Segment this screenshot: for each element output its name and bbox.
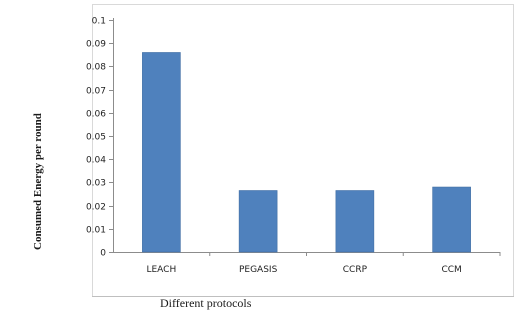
y-axis-label: Consumed Energy per round	[32, 113, 44, 250]
y-tick-label: 0.08	[86, 63, 106, 73]
x-tick-label: CCRP	[343, 265, 368, 275]
y-tick-label: 0.05	[86, 133, 106, 143]
bar-leach	[142, 52, 181, 253]
x-tick-label: PEGASIS	[239, 265, 278, 275]
bars	[142, 52, 471, 253]
bar-ccrp	[335, 190, 375, 253]
y-tick-label: 0.09	[86, 40, 106, 50]
y-tick-label: 0.07	[86, 87, 106, 97]
x-axis-label: Different protocols	[160, 296, 252, 310]
plot-outer-frame	[92, 4, 514, 297]
y-tick-label: 0.04	[86, 156, 106, 166]
y-tick-label: 0.03	[86, 179, 106, 189]
x-tick-label: CCM	[441, 265, 461, 275]
y-tick-label: 0.02	[86, 203, 106, 213]
bar-pegasis	[238, 190, 278, 253]
x-tick-label: LEACH	[146, 265, 176, 275]
bar-ccm	[432, 186, 471, 253]
y-tick-label: 0.01	[86, 226, 106, 236]
y-tick-label: 0.1	[92, 17, 106, 27]
x-tick-labels: LEACH PEGASIS CCRP CCM	[146, 252, 501, 275]
y-tick-label: 0	[100, 249, 106, 259]
y-tick-labels: 0 0.01 0.02 0.03 0.04 0.05 0.06 0.07 0.08 0.09 0.1	[86, 17, 113, 259]
y-tick-label: 0.06	[86, 110, 106, 120]
